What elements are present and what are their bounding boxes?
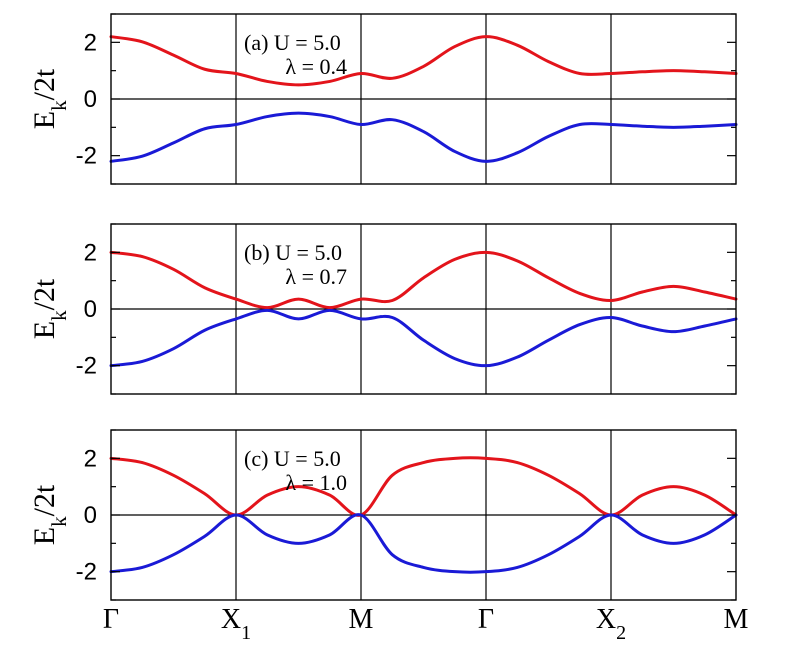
y-axis-label: Ek/2t: [28, 278, 71, 339]
x-tick-label: M: [724, 604, 749, 635]
panel-annotation-lambda: λ = 0.4: [285, 54, 347, 79]
y-tick-label: 2: [84, 29, 97, 56]
panel-annotation-u: (b) U = 5.0: [244, 240, 342, 265]
x-tick-label: X1: [221, 604, 251, 644]
panel-annotation-lambda: λ = 0.7: [285, 264, 347, 289]
y-tick-label: -2: [76, 143, 97, 170]
panel-a: -2 0 2 Ek/2t (a) U = 5.0λ = 0.4: [28, 13, 738, 185]
panel-b: -2 0 2 Ek/2t (b) U = 5.0λ = 0.7: [28, 223, 738, 395]
y-tick-label: 0: [84, 502, 97, 529]
y-axis-label: Ek/2t: [28, 484, 71, 545]
y-tick-label: 0: [84, 296, 97, 323]
lower-band-line: [109, 308, 738, 368]
panel-annotation-u: (c) U = 5.0: [244, 446, 341, 471]
lower-band-line: [109, 513, 738, 574]
x-tick-label: Γ: [103, 604, 119, 635]
upper-band-line: [109, 250, 738, 310]
x-tick-label: Γ: [478, 604, 494, 635]
panel-annotation-u: (a) U = 5.0: [244, 30, 341, 55]
x-tick-label: M: [349, 604, 374, 635]
y-tick-label: -2: [76, 353, 97, 380]
y-axis-label: Ek/2t: [28, 68, 71, 129]
upper-band-line: [109, 35, 738, 87]
panel-annotation-lambda: λ = 1.0: [285, 470, 347, 495]
y-tick-label: 2: [84, 239, 97, 266]
lower-band-line: [109, 111, 738, 163]
x-tick-label: X2: [596, 604, 626, 644]
y-tick-label: 0: [84, 86, 97, 113]
panels-group: -2 0 2 Ek/2t (a) U = 5.0λ = 0.4 -2 0 2 Ek/2t (b) …: [28, 13, 738, 601]
k-path-axis-labels: Γ X1 M Γ X2 M: [103, 604, 749, 644]
y-tick-label: 2: [84, 445, 97, 472]
y-tick-label: -2: [76, 559, 97, 586]
upper-band-line: [109, 456, 738, 517]
panel-c: -2 0 2 Ek/2t (c) U = 5.0λ = 1.0: [28, 429, 738, 601]
